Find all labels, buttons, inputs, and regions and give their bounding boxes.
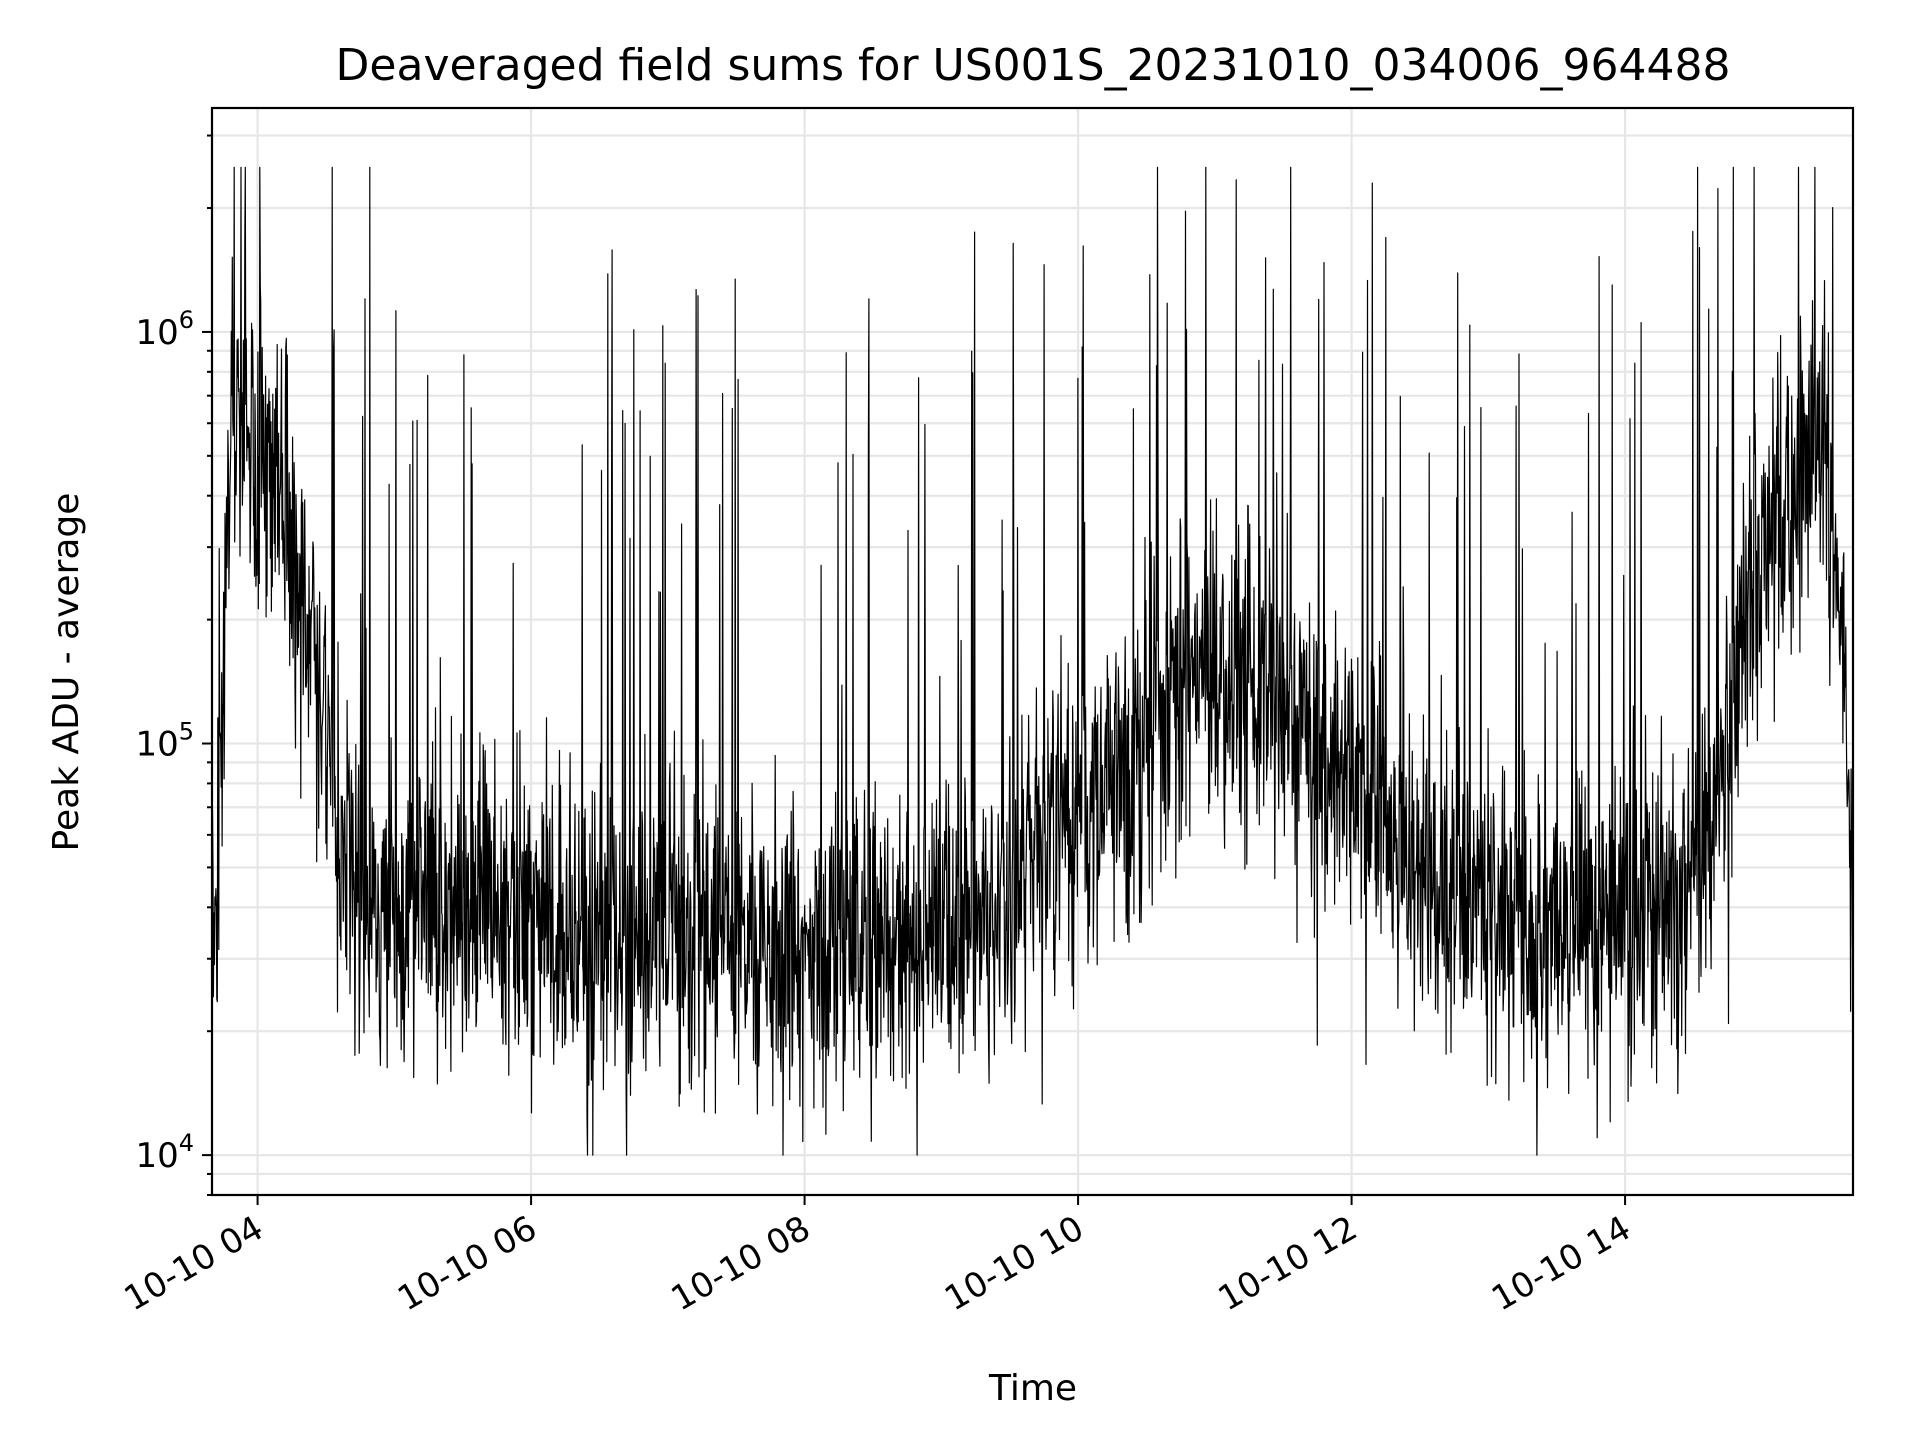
plot-frame — [210, 106, 1855, 1197]
y-tick-label: 104 — [135, 1129, 194, 1176]
chart-title: Deaveraged field sums for US001S_2023101… — [336, 40, 1731, 91]
x-tick-label: 10-10 06 — [391, 1208, 543, 1319]
grid-lines — [212, 108, 1853, 1197]
x-tick-label: 10-10 04 — [118, 1208, 270, 1319]
y-axis-label: Peak ADU - average — [46, 493, 87, 852]
series-line — [211, 166, 1854, 1156]
x-axis: 10-10 04 10-10 06 10-10 08 10-10 10 10-10 12… — [118, 1195, 1638, 1319]
y-tick-label: 105 — [135, 718, 194, 765]
y-tick-label: 106 — [135, 306, 194, 353]
series-layer — [211, 166, 1854, 1156]
x-tick-label: 10-10 08 — [665, 1208, 817, 1319]
x-tick-label: 10-10 10 — [938, 1208, 1090, 1319]
x-axis-label: Time — [988, 1368, 1077, 1409]
x-tick-label: 10-10 14 — [1485, 1208, 1637, 1319]
x-tick-label: 10-10 12 — [1212, 1208, 1364, 1319]
y-axis: 104 105 106 — [135, 134, 212, 1196]
